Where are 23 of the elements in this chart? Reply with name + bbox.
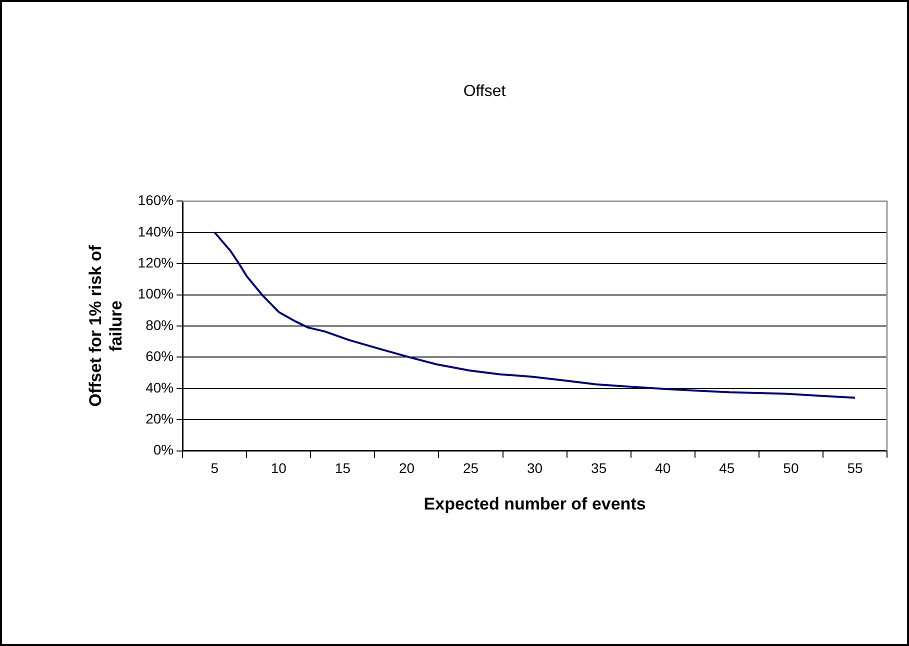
x-tick-label: 45	[719, 460, 735, 476]
y-tick-label: 160%	[138, 192, 174, 208]
y-tick-label: 20%	[146, 410, 174, 426]
x-tick-label: 10	[270, 460, 287, 476]
y-tick-label: 60%	[146, 348, 174, 364]
x-tick-label: 5	[210, 460, 219, 476]
y-tick-label: 120%	[138, 254, 174, 270]
y-axis-title: Offset for 1% risk of failure	[86, 244, 126, 407]
y-tick-label: 0%	[153, 442, 174, 458]
x-tick-label: 50	[783, 460, 799, 476]
y-tick-label: 40%	[146, 379, 174, 396]
y-tick-label: 140%	[138, 223, 174, 240]
y-tick-label: 100%	[138, 286, 174, 302]
x-tick-label: 20	[398, 460, 415, 476]
chart-title: Offset	[463, 83, 506, 100]
x-axis-title: Expected number of events	[424, 494, 646, 514]
y-tick-label: 80%	[146, 316, 174, 333]
x-tick-label: 40	[655, 460, 671, 476]
x-tick-label: 15	[334, 460, 351, 476]
x-tick-label: 30	[527, 460, 543, 476]
x-tick-label: 25	[462, 460, 479, 476]
x-tick-label: 35	[591, 460, 607, 476]
x-tick-label: 55	[847, 460, 863, 476]
